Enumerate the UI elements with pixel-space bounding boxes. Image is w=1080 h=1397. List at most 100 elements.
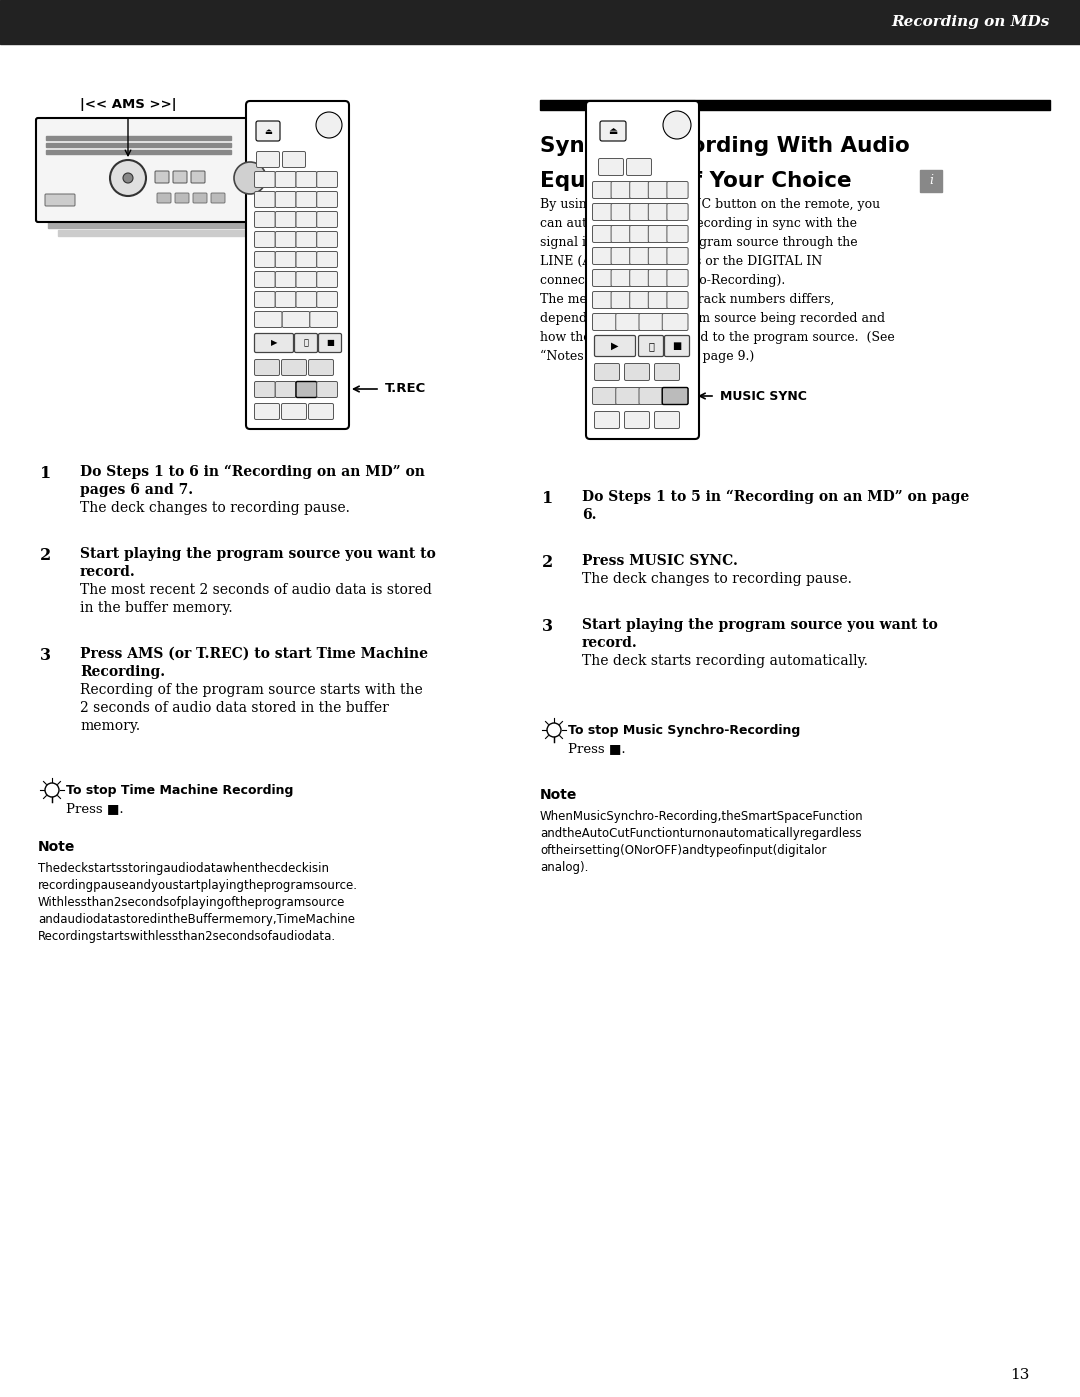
FancyBboxPatch shape <box>630 247 651 264</box>
FancyBboxPatch shape <box>275 292 296 307</box>
FancyBboxPatch shape <box>255 232 275 247</box>
FancyBboxPatch shape <box>630 292 651 309</box>
Text: Press ■.: Press ■. <box>66 802 123 814</box>
FancyBboxPatch shape <box>593 292 613 309</box>
FancyBboxPatch shape <box>319 334 341 352</box>
FancyBboxPatch shape <box>255 359 280 376</box>
FancyBboxPatch shape <box>296 172 316 187</box>
FancyBboxPatch shape <box>275 172 296 187</box>
FancyBboxPatch shape <box>257 151 280 168</box>
Circle shape <box>123 173 133 183</box>
FancyBboxPatch shape <box>630 225 651 243</box>
FancyBboxPatch shape <box>611 270 632 286</box>
FancyBboxPatch shape <box>275 232 296 247</box>
FancyBboxPatch shape <box>296 381 316 398</box>
FancyBboxPatch shape <box>296 191 316 208</box>
Text: ■: ■ <box>326 338 334 348</box>
FancyBboxPatch shape <box>594 335 635 356</box>
Text: Press AMS (or T.REC) to start Time Machine: Press AMS (or T.REC) to start Time Machi… <box>80 647 428 661</box>
FancyBboxPatch shape <box>309 404 334 419</box>
FancyBboxPatch shape <box>630 182 651 198</box>
FancyBboxPatch shape <box>648 292 670 309</box>
FancyBboxPatch shape <box>275 211 296 228</box>
FancyBboxPatch shape <box>638 335 663 356</box>
Text: Start playing the program source you want to: Start playing the program source you wan… <box>80 548 435 562</box>
FancyBboxPatch shape <box>639 387 665 405</box>
Text: signal input from the program source through the: signal input from the program source thr… <box>540 236 858 249</box>
Text: LINE (ANALOG) IN jacks or the DIGITAL IN: LINE (ANALOG) IN jacks or the DIGITAL IN <box>540 256 822 268</box>
FancyBboxPatch shape <box>156 170 168 183</box>
Text: The most recent 2 seconds of audio data is stored: The most recent 2 seconds of audio data … <box>80 583 432 597</box>
Text: depending on the program source being recorded and: depending on the program source being re… <box>540 312 886 326</box>
FancyBboxPatch shape <box>255 211 275 228</box>
Text: Press MUSIC SYNC.: Press MUSIC SYNC. <box>582 555 738 569</box>
FancyBboxPatch shape <box>296 271 316 288</box>
Text: Equipment of Your Choice: Equipment of Your Choice <box>540 170 852 191</box>
Text: WhenMusicSynchro-Recording,theSmartSpaceFunction: WhenMusicSynchro-Recording,theSmartSpace… <box>540 810 864 823</box>
FancyBboxPatch shape <box>630 204 651 221</box>
FancyBboxPatch shape <box>662 313 688 331</box>
Text: how the deck is connected to the program source.  (See: how the deck is connected to the program… <box>540 331 894 344</box>
FancyBboxPatch shape <box>593 270 613 286</box>
FancyBboxPatch shape <box>255 334 294 352</box>
Text: 2: 2 <box>40 548 51 564</box>
Text: connector (Music Synchro-Recording).: connector (Music Synchro-Recording). <box>540 274 785 286</box>
Bar <box>46 142 231 147</box>
FancyBboxPatch shape <box>662 387 688 405</box>
FancyBboxPatch shape <box>316 381 337 398</box>
FancyBboxPatch shape <box>624 363 649 380</box>
Text: ▶: ▶ <box>611 341 619 351</box>
FancyBboxPatch shape <box>639 313 665 331</box>
FancyBboxPatch shape <box>630 270 651 286</box>
Text: 3: 3 <box>40 647 51 664</box>
Bar <box>58 231 268 236</box>
FancyBboxPatch shape <box>616 387 642 405</box>
Text: Do Steps 1 to 5 in “Recording on an MD” on page: Do Steps 1 to 5 in “Recording on an MD” … <box>582 490 969 504</box>
Text: Thedeckstartsstoringaudiodatawhenthecdeckisin: Thedeckstartsstoringaudiodatawhenthecdec… <box>38 862 329 875</box>
FancyBboxPatch shape <box>611 182 632 198</box>
FancyBboxPatch shape <box>191 170 205 183</box>
Circle shape <box>316 112 342 138</box>
Circle shape <box>110 161 146 196</box>
FancyBboxPatch shape <box>296 251 316 267</box>
Text: Do Steps 1 to 6 in “Recording on an MD” on: Do Steps 1 to 6 in “Recording on an MD” … <box>80 465 424 479</box>
FancyBboxPatch shape <box>296 292 316 307</box>
Text: “Notes on Recording” on page 9.): “Notes on Recording” on page 9.) <box>540 351 754 363</box>
Text: Synchro-Recording With Audio: Synchro-Recording With Audio <box>540 136 909 156</box>
Text: 2 seconds of audio data stored in the buffer: 2 seconds of audio data stored in the bu… <box>80 701 389 715</box>
Text: 6.: 6. <box>582 509 596 522</box>
Bar <box>46 149 231 154</box>
FancyBboxPatch shape <box>255 312 282 327</box>
FancyBboxPatch shape <box>255 172 275 187</box>
FancyBboxPatch shape <box>593 247 613 264</box>
FancyBboxPatch shape <box>36 117 280 222</box>
FancyBboxPatch shape <box>283 151 306 168</box>
FancyBboxPatch shape <box>316 251 337 267</box>
FancyBboxPatch shape <box>255 381 275 398</box>
Text: 1: 1 <box>542 490 553 507</box>
FancyBboxPatch shape <box>611 204 632 221</box>
Text: i: i <box>929 175 933 187</box>
FancyBboxPatch shape <box>600 122 626 141</box>
Text: The deck starts recording automatically.: The deck starts recording automatically. <box>582 654 868 668</box>
FancyBboxPatch shape <box>667 292 688 309</box>
FancyBboxPatch shape <box>611 225 632 243</box>
FancyBboxPatch shape <box>593 387 618 405</box>
FancyBboxPatch shape <box>282 404 307 419</box>
FancyBboxPatch shape <box>586 101 699 439</box>
Text: The deck changes to recording pause.: The deck changes to recording pause. <box>80 502 350 515</box>
Text: Recording on MDs: Recording on MDs <box>892 15 1050 29</box>
FancyBboxPatch shape <box>593 204 613 221</box>
FancyBboxPatch shape <box>316 271 337 288</box>
FancyBboxPatch shape <box>648 225 670 243</box>
FancyBboxPatch shape <box>667 204 688 221</box>
Text: ⏏: ⏏ <box>265 127 272 136</box>
FancyBboxPatch shape <box>255 292 275 307</box>
Text: record.: record. <box>80 564 136 578</box>
FancyBboxPatch shape <box>275 191 296 208</box>
FancyBboxPatch shape <box>593 225 613 243</box>
Text: 2: 2 <box>542 555 553 571</box>
FancyBboxPatch shape <box>667 225 688 243</box>
Bar <box>540 101 1050 110</box>
FancyBboxPatch shape <box>275 271 296 288</box>
